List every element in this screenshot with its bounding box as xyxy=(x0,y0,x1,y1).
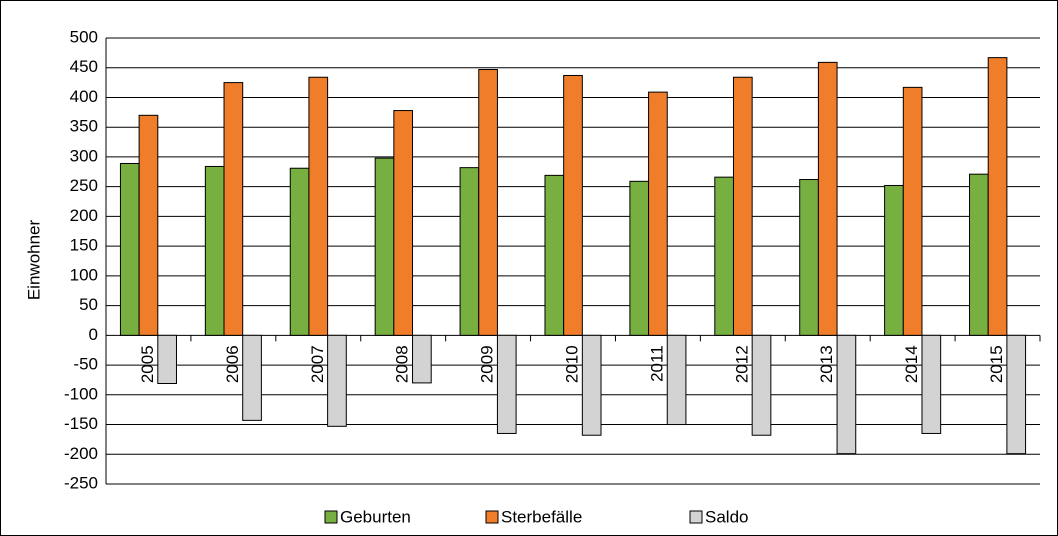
bar xyxy=(544,174,565,336)
x-tick-label: 2008 xyxy=(393,345,412,383)
x-tick-label: 2006 xyxy=(223,345,242,383)
bar xyxy=(817,61,838,336)
y-tick-label: 350 xyxy=(70,117,98,136)
y-tick-label: 100 xyxy=(70,265,98,284)
y-tick-label: -200 xyxy=(64,444,98,463)
bar xyxy=(138,114,159,336)
y-tick-label: -150 xyxy=(64,414,98,433)
y-tick-label: -250 xyxy=(64,473,98,492)
y-tick-label: 200 xyxy=(70,206,98,225)
x-tick-label: 2007 xyxy=(308,345,327,383)
bar xyxy=(223,82,244,336)
bar xyxy=(714,176,734,336)
bar xyxy=(563,74,583,336)
y-tick-label: 500 xyxy=(70,27,98,46)
bar xyxy=(581,334,602,436)
bar xyxy=(459,167,480,336)
bar xyxy=(648,91,668,336)
bar xyxy=(327,334,347,427)
x-tick-label: 2015 xyxy=(987,345,1006,383)
legend-label: Geburten xyxy=(340,507,411,526)
y-tick-label: -50 xyxy=(73,355,98,374)
bar xyxy=(204,165,225,336)
x-tick-label: 2012 xyxy=(732,345,751,383)
bar xyxy=(157,334,177,385)
y-tick-label: 50 xyxy=(79,295,98,314)
bar xyxy=(393,110,414,336)
y-axis-label: Einwohner xyxy=(24,219,43,300)
legend-label: Saldo xyxy=(705,507,748,526)
bar xyxy=(799,179,819,336)
x-tick-label: 2009 xyxy=(478,345,497,383)
bar xyxy=(836,334,857,455)
x-tick-label: 2010 xyxy=(562,345,581,383)
bar xyxy=(969,173,989,336)
bar xyxy=(242,334,262,421)
y-tick-label: 150 xyxy=(70,236,98,255)
bar xyxy=(119,162,140,336)
bar xyxy=(751,334,772,436)
bar xyxy=(308,76,329,336)
bar xyxy=(629,180,650,336)
bar xyxy=(478,69,498,336)
y-tick-label: 0 xyxy=(89,325,98,344)
bar xyxy=(666,334,687,426)
bar xyxy=(921,334,942,434)
bar xyxy=(289,167,310,336)
bar xyxy=(884,184,904,336)
y-tick-label: 300 xyxy=(70,146,98,165)
x-tick-label: 2013 xyxy=(817,345,836,383)
y-tick-label: -100 xyxy=(64,384,98,403)
y-tick-label: 400 xyxy=(70,87,98,106)
legend-swatch xyxy=(689,510,703,524)
x-tick-label: 2005 xyxy=(138,345,157,383)
bar xyxy=(1006,334,1027,455)
x-tick-label: 2011 xyxy=(647,345,666,382)
legend-swatch xyxy=(324,510,338,524)
legend-swatch xyxy=(485,510,499,524)
bar xyxy=(902,86,923,336)
bar xyxy=(496,334,517,434)
bar xyxy=(732,76,753,336)
bar xyxy=(987,57,1008,336)
y-tick-label: 250 xyxy=(70,176,98,195)
x-tick-label: 2014 xyxy=(902,345,921,383)
bar xyxy=(412,334,432,384)
bar xyxy=(374,157,395,336)
y-tick-label: 450 xyxy=(70,57,98,76)
legend-label: Sterbefälle xyxy=(501,507,582,526)
